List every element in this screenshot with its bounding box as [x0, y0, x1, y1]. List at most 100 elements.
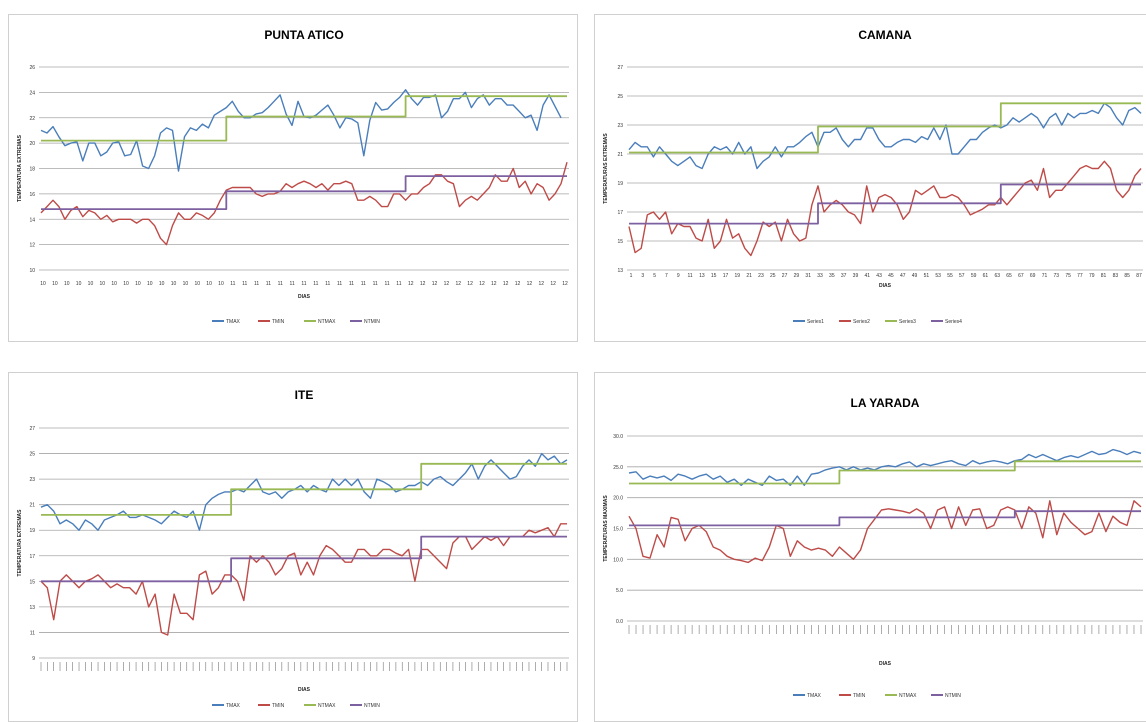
line-chart-punta-atico: PUNTA ATICO 10 12 14 16 18 20 22 24 26 TEMPERATURA…	[17, 28, 569, 325]
x-tick-label: 37	[841, 273, 847, 279]
x-tick-label: 12	[408, 281, 414, 287]
x-tick-label: 17	[723, 273, 729, 279]
legend-label: NTMIN	[364, 319, 380, 325]
y-tick-label: 16	[29, 192, 35, 198]
y-tick-label: 19	[29, 528, 35, 534]
series-line-tmin	[628, 500, 1142, 564]
y-tick-label: 25.0	[613, 465, 623, 471]
x-tick-label: 41	[864, 273, 870, 279]
legend-label: NTMAX	[318, 703, 336, 709]
chart-panel-punta-atico: PUNTA ATICO 10 12 14 16 18 20 22 24 26 TEMPERATURA…	[8, 14, 578, 342]
x-tick-label: 10	[135, 281, 141, 287]
x-tick-label: 73	[1054, 273, 1060, 279]
x-tick-label: 65	[1006, 273, 1012, 279]
x-tick-label: 11	[266, 281, 271, 287]
x-tick-label: 12	[491, 281, 497, 287]
x-tick-label: 10	[183, 281, 189, 287]
x-tick-label: 75	[1065, 273, 1071, 279]
legend-label: TMAX	[226, 703, 241, 709]
y-axis-label: TEMPERATURAS MAXIMAS	[603, 495, 609, 562]
x-tick-label: 61	[983, 273, 989, 279]
legend-label: TMAX	[226, 319, 241, 325]
x-tick-label: 85	[1124, 273, 1130, 279]
x-tick-label: 1	[630, 273, 633, 279]
x-tick-label: 55	[947, 273, 953, 279]
x-tick-label: 53	[935, 273, 941, 279]
y-tick-label: 10.0	[613, 557, 623, 563]
x-tick-label: 10	[159, 281, 165, 287]
x-tick-label: 12	[527, 281, 533, 287]
y-tick-label: 23	[617, 123, 623, 129]
x-tick-label: 15	[711, 273, 717, 279]
x-tick-label: 59	[971, 273, 977, 279]
x-tick-label: 10	[218, 281, 224, 287]
series-line-tmax	[40, 452, 568, 531]
x-tick-label: 25	[770, 273, 776, 279]
series-line-ntmin	[41, 175, 567, 210]
legend-label: NTMIN	[364, 703, 380, 709]
x-tick-label: 51	[924, 273, 930, 279]
x-tick-label: 79	[1089, 273, 1095, 279]
y-tick-label: 23	[29, 477, 35, 483]
chart-panel-camana: CAMANA 13 15 17 19 21 23 25 27 TEMPERATURAS EXTRE…	[594, 14, 1146, 342]
y-tick-label: 22	[29, 116, 35, 122]
chart-title: ITE	[295, 388, 314, 402]
y-axis-label: TEMPERATURA EXTREMAS	[17, 134, 23, 202]
chart-title: CAMANA	[858, 28, 912, 42]
x-tick-label: 11	[254, 281, 259, 287]
y-tick-label: 12	[29, 243, 35, 249]
x-tick-label: 12	[444, 281, 450, 287]
y-tick-label: 0.0	[616, 619, 623, 625]
series-line-tmax	[628, 448, 1142, 486]
x-tick-label: 11	[361, 281, 366, 287]
y-tick-label: 21	[617, 152, 623, 158]
y-tick-label: 18	[29, 167, 35, 173]
series-line-ntmin	[41, 535, 567, 583]
x-tick-label: 12	[538, 281, 544, 287]
x-tick-label: 69	[1030, 273, 1036, 279]
y-axis-label: TEMPERATURA EXTREMAS	[17, 509, 23, 577]
x-tick-label: 45	[888, 273, 894, 279]
y-tick-label: 17	[29, 554, 35, 560]
x-tick-label: 10	[100, 281, 106, 287]
x-tick-label: 10	[40, 281, 46, 287]
x-tick-label: 11	[278, 281, 283, 287]
series-line-tmax	[40, 89, 562, 172]
x-tick-label: 12	[550, 281, 556, 287]
x-tick-label: 11	[230, 281, 235, 287]
chart-title: PUNTA ATICO	[264, 28, 343, 42]
series-line-tmin	[40, 523, 567, 636]
series-line-ntmax	[629, 460, 1141, 485]
series-line-tmax	[628, 102, 1142, 170]
x-axis-label: DIAS	[879, 661, 892, 667]
series-line-tmin	[628, 160, 1142, 257]
x-tick-label: 10	[147, 281, 153, 287]
x-tick-label: 11	[290, 281, 295, 287]
x-axis-label: DIAS	[298, 294, 311, 300]
y-tick-label: 26	[29, 65, 35, 71]
x-tick-label: 83	[1113, 273, 1119, 279]
x-tick-label: 12	[432, 281, 438, 287]
series-line-tmin	[40, 162, 568, 246]
y-tick-label: 25	[29, 452, 35, 458]
x-tick-label: 47	[900, 273, 906, 279]
y-tick-label: 20	[29, 141, 35, 147]
x-tick-label: 11	[396, 281, 401, 287]
x-tick-label: 71	[1042, 273, 1048, 279]
x-tick-label: 11	[687, 273, 692, 279]
x-tick-label: 3	[641, 273, 644, 279]
x-tick-label: 67	[1018, 273, 1024, 279]
x-tick-label: 81	[1101, 273, 1107, 279]
chart-panel-ite: ITE 9 11 13 15 17 19 21 23 25 27 TEMPERATURA EXTREM…	[8, 372, 578, 722]
y-tick-label: 24	[29, 90, 35, 96]
legend-label: TMAX	[807, 693, 822, 699]
x-tick-label: 12	[503, 281, 509, 287]
x-tick-label: 10	[194, 281, 200, 287]
series-line-ntmin	[629, 510, 1141, 527]
series-line-ntmax	[629, 102, 1141, 154]
x-tick-label: 11	[384, 281, 389, 287]
line-chart-ite: ITE 9 11 13 15 17 19 21 23 25 27 TEMPERATURA EXTREM…	[17, 388, 569, 709]
x-tick-label: 13	[699, 273, 705, 279]
x-tick-label: 87	[1136, 273, 1142, 279]
chart-title: LA YARADA	[851, 396, 920, 410]
